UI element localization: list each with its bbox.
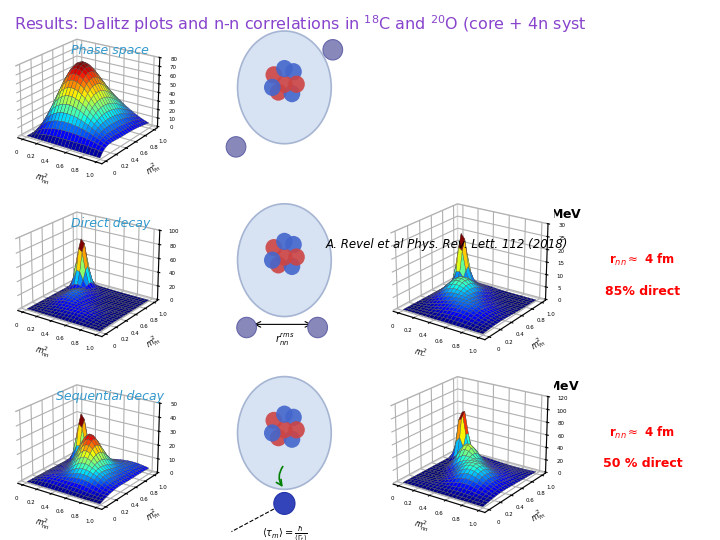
Circle shape	[285, 63, 302, 80]
Text: 5.3 < E$_d$ < 7.2 MeV: 5.3 < E$_d$ < 7.2 MeV	[449, 207, 582, 222]
Ellipse shape	[238, 204, 331, 316]
Circle shape	[284, 258, 300, 275]
Text: $^{16}$C + n + n: $^{16}$C + n + n	[485, 182, 546, 195]
Circle shape	[266, 66, 282, 84]
Circle shape	[285, 236, 302, 253]
Circle shape	[285, 409, 302, 426]
Circle shape	[264, 252, 281, 269]
Y-axis label: $m^2_{fn}$: $m^2_{fn}$	[528, 333, 549, 354]
X-axis label: $m^2_{nn}$: $m^2_{nn}$	[33, 341, 53, 360]
Text: Phase space: Phase space	[71, 44, 149, 57]
Circle shape	[323, 39, 343, 60]
Text: 7.2 < F$_d$ < 12 MeV: 7.2 < F$_d$ < 12 MeV	[451, 380, 580, 395]
Text: $\langle\tau_m\rangle = \frac{\hbar}{\langle\Gamma_t\rangle}$: $\langle\tau_m\rangle = \frac{\hbar}{\la…	[261, 524, 307, 540]
Y-axis label: $m^2_{fn}$: $m^2_{fn}$	[143, 504, 163, 525]
Circle shape	[276, 248, 293, 266]
Text: Direct decay: Direct decay	[71, 217, 150, 230]
Circle shape	[266, 412, 282, 429]
Text: Sequential decay: Sequential decay	[56, 390, 164, 403]
Circle shape	[264, 79, 281, 96]
Circle shape	[288, 248, 305, 266]
Circle shape	[276, 60, 293, 77]
Text: 85% direct: 85% direct	[605, 285, 680, 298]
Ellipse shape	[238, 31, 331, 144]
Circle shape	[237, 318, 256, 338]
Circle shape	[264, 424, 281, 442]
Circle shape	[270, 256, 287, 273]
Text: $^{18}$O + n + n: $^{18}$O + n + n	[484, 355, 546, 368]
Text: $r^{rms}_{nn}$: $r^{rms}_{nn}$	[274, 332, 294, 348]
Circle shape	[276, 421, 293, 438]
Circle shape	[276, 76, 293, 93]
Circle shape	[284, 85, 300, 102]
Y-axis label: $m^2_{fn}$: $m^2_{fn}$	[528, 506, 549, 526]
Text: 50 % direct: 50 % direct	[603, 457, 682, 470]
Circle shape	[276, 233, 293, 250]
Text: A. Revel et al Phys. Rev. Lett. 112 (2018): A. Revel et al Phys. Rev. Lett. 112 (201…	[325, 238, 567, 251]
Circle shape	[276, 406, 293, 423]
Circle shape	[266, 239, 282, 256]
Circle shape	[308, 318, 328, 338]
Text: r$_{nn}\approx$ 4 fm: r$_{nn}\approx$ 4 fm	[610, 252, 675, 268]
Text: r$_{nn}\approx$ 4 fm: r$_{nn}\approx$ 4 fm	[610, 424, 675, 441]
Y-axis label: $m^2_{fn}$: $m^2_{fn}$	[143, 332, 163, 352]
X-axis label: $m^2_{nn}$: $m^2_{nn}$	[33, 514, 53, 533]
Y-axis label: $m^2_{fn}$: $m^2_{fn}$	[143, 159, 163, 179]
Ellipse shape	[238, 376, 331, 489]
Circle shape	[288, 76, 305, 93]
Circle shape	[226, 137, 246, 157]
Circle shape	[288, 421, 305, 438]
Circle shape	[270, 429, 287, 446]
Circle shape	[284, 430, 300, 448]
X-axis label: $m^2_{nn}$: $m^2_{nn}$	[33, 168, 53, 187]
Text: Results: Dalitz plots and n-n correlations in $^{18}$C and $^{20}$O (core + 4n s: Results: Dalitz plots and n-n correlatio…	[14, 14, 588, 35]
Circle shape	[274, 492, 295, 515]
X-axis label: $m^2_{nn}$: $m^2_{nn}$	[412, 516, 431, 535]
X-axis label: $m^2_{nn}$: $m^2_{nn}$	[412, 343, 431, 362]
Circle shape	[270, 84, 287, 100]
